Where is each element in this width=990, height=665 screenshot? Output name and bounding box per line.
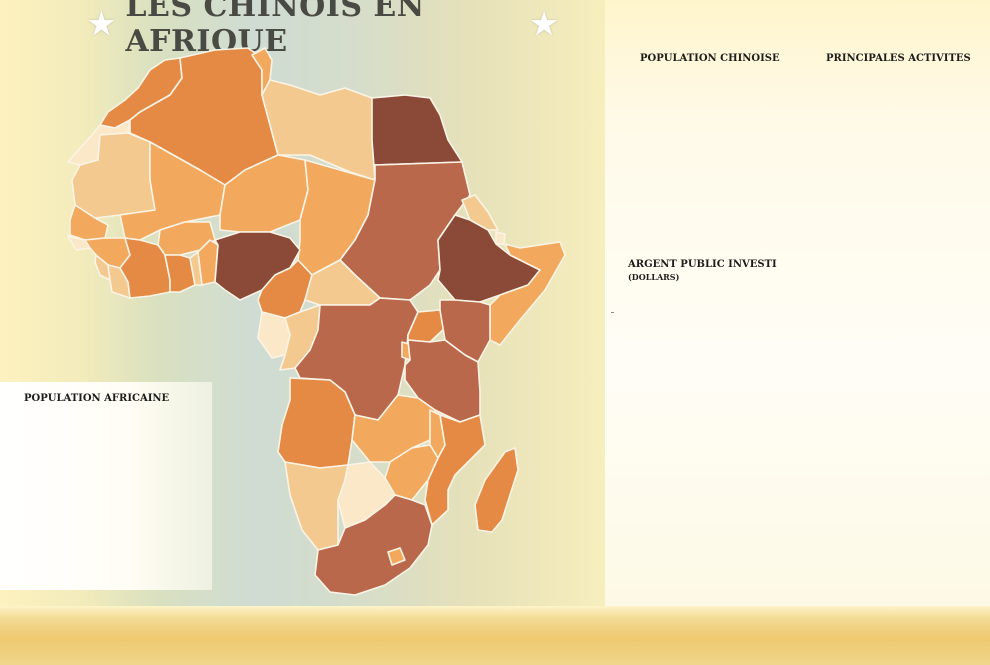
country-kenya[interactable]	[439, 299, 491, 363]
country-cote-divoire[interactable]	[119, 237, 171, 299]
star-icon: ★	[530, 6, 558, 42]
country-egypt[interactable]	[371, 94, 463, 181]
marker-dot	[611, 312, 614, 313]
label-population-africaine: POPULATION AFRICAINE	[24, 393, 170, 404]
country-lesotho[interactable]	[387, 547, 406, 566]
country-madagascar[interactable]	[474, 447, 519, 533]
country-south-africa[interactable]	[314, 494, 433, 596]
country-somalia[interactable]	[489, 241, 566, 346]
label-population-chinoise: POPULATION CHINOISE	[640, 53, 780, 64]
bottom-band	[0, 606, 990, 665]
label-argent-public-unit: (DOLLARS)	[628, 272, 680, 282]
label-principales-activites: PRINCIPALES ACTIVITES	[826, 53, 971, 64]
africa-map	[67, 47, 566, 596]
star-icon: ★	[88, 6, 116, 42]
country-ghana[interactable]	[164, 254, 196, 293]
country-mali[interactable]	[119, 141, 226, 241]
country-sierra-leone[interactable]	[94, 254, 111, 281]
country-senegal[interactable]	[69, 204, 109, 241]
country-angola[interactable]	[277, 377, 356, 469]
label-argent-public: ARGENT PUBLIC INVESTI	[628, 259, 777, 270]
country-djibouti[interactable]	[495, 231, 506, 245]
country-namibia[interactable]	[284, 461, 349, 551]
population-panel	[0, 382, 212, 590]
info-panel	[605, 0, 990, 608]
